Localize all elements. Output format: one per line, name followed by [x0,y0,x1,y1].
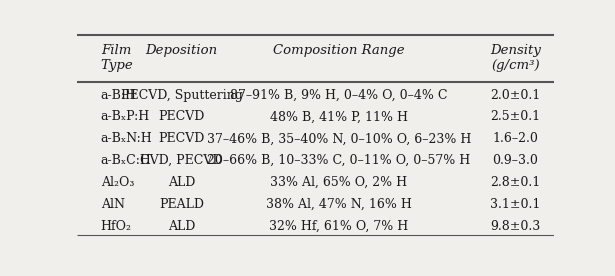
Text: ALD: ALD [168,220,196,233]
Text: 87–91% B, 9% H, 0–4% O, 0–4% C: 87–91% B, 9% H, 0–4% O, 0–4% C [230,89,448,102]
Text: 0.9–3.0: 0.9–3.0 [493,154,538,167]
Text: 38% Al, 47% N, 16% H: 38% Al, 47% N, 16% H [266,198,412,211]
Text: 32% Hf, 61% O, 7% H: 32% Hf, 61% O, 7% H [269,220,408,233]
Text: 33% Al, 65% O, 2% H: 33% Al, 65% O, 2% H [271,176,408,189]
Text: HfO₂: HfO₂ [101,220,132,233]
Text: CVD, PECVD: CVD, PECVD [140,154,223,167]
Text: PEALD: PEALD [159,198,204,211]
Text: Composition Range: Composition Range [273,44,405,57]
Text: Density
(g/cm³): Density (g/cm³) [490,44,541,72]
Text: Al₂O₃: Al₂O₃ [101,176,134,189]
Text: a-BₓC:H: a-BₓC:H [101,154,151,167]
Text: PECVD, Sputtering: PECVD, Sputtering [121,89,243,102]
Text: 3.1±0.1: 3.1±0.1 [490,198,541,211]
Text: 48% B, 41% P, 11% H: 48% B, 41% P, 11% H [270,110,408,123]
Text: PECVD: PECVD [159,132,205,145]
Text: Film
Type: Film Type [101,44,133,72]
Text: AlN: AlN [101,198,125,211]
Text: 37–46% B, 35–40% N, 0–10% O, 6–23% H: 37–46% B, 35–40% N, 0–10% O, 6–23% H [207,132,471,145]
Text: 9.8±0.3: 9.8±0.3 [490,220,541,233]
Text: PECVD: PECVD [159,110,205,123]
Text: 2.5±0.1: 2.5±0.1 [490,110,541,123]
Text: a-B:H: a-B:H [101,89,137,102]
Text: 2.0±0.1: 2.0±0.1 [490,89,541,102]
Text: a-BₓN:H: a-BₓN:H [101,132,153,145]
Text: 2.8±0.1: 2.8±0.1 [490,176,541,189]
Text: a-BₓP:H: a-BₓP:H [101,110,150,123]
Text: Deposition: Deposition [146,44,218,57]
Text: ALD: ALD [168,176,196,189]
Text: 20–66% B, 10–33% C, 0–11% O, 0–57% H: 20–66% B, 10–33% C, 0–11% O, 0–57% H [207,154,470,167]
Text: 1.6–2.0: 1.6–2.0 [493,132,538,145]
